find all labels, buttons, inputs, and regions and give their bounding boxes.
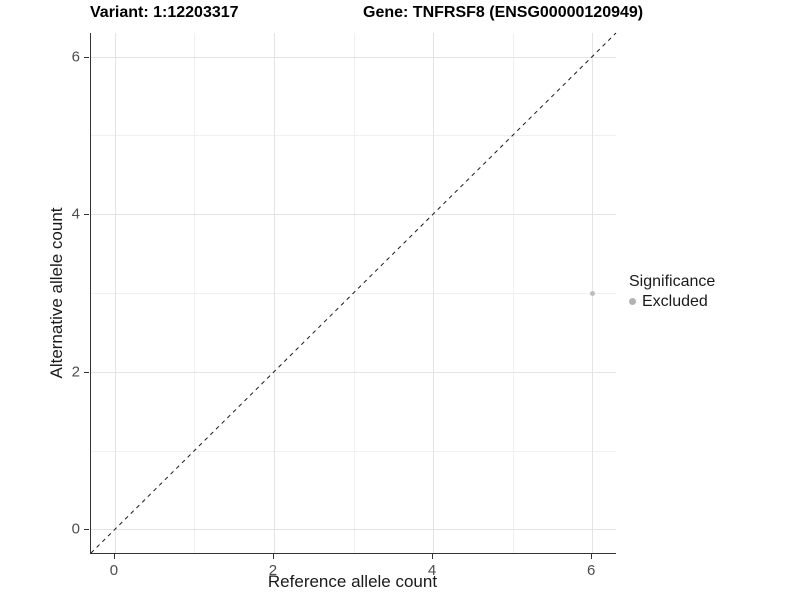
data-point [589, 290, 595, 296]
variant-title: Variant: 1:12203317 [90, 4, 239, 21]
y-tick-mark [84, 214, 89, 216]
major-gridline [114, 33, 116, 553]
major-gridline [91, 371, 616, 373]
y-tick-label: 6 [71, 48, 80, 66]
x-tick-label: 2 [268, 562, 278, 579]
y-tick-mark [84, 56, 89, 58]
minor-gridline [91, 450, 616, 452]
legend-item-excluded: Excluded [629, 292, 715, 311]
major-gridline [91, 214, 616, 216]
legend-item-label: Excluded [642, 293, 708, 310]
x-tick-mark [591, 554, 593, 559]
y-tick-label: 2 [71, 363, 80, 381]
x-tick-mark [272, 554, 274, 559]
legend-title: Significance [629, 273, 716, 290]
x-tick-label: 6 [586, 562, 596, 579]
plot-panel [90, 32, 617, 554]
legend: Significance Excluded [629, 272, 715, 311]
identity-reference-line [90, 32, 617, 554]
x-tick-mark [432, 554, 434, 559]
y-axis-label: Alternative allele count [47, 207, 66, 379]
major-gridline [91, 529, 616, 531]
y-tick-label: 4 [71, 205, 80, 223]
x-tick-label: 4 [427, 562, 437, 579]
x-tick-label: 0 [109, 562, 119, 579]
x-tick-mark [113, 554, 115, 559]
major-gridline [273, 33, 275, 553]
major-gridline [433, 33, 435, 553]
y-tick-label: 0 [71, 520, 80, 538]
gene-title: Gene: TNFRSF8 (ENSG00000120949) [363, 4, 644, 21]
major-gridline [91, 56, 616, 58]
minor-gridline [91, 135, 616, 137]
y-tick-mark [84, 371, 89, 373]
x-axis-label: Reference allele count [267, 572, 438, 591]
y-tick-mark [84, 529, 89, 531]
legend-point-icon [629, 298, 636, 305]
